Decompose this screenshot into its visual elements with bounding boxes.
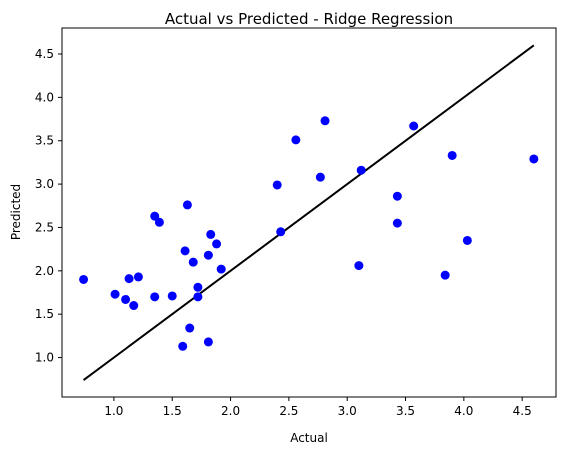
data-point [272,180,282,190]
y-tick-label: 4.0 [35,90,54,104]
plot-frame [61,27,557,398]
data-point [320,116,330,126]
data-point [188,257,198,267]
data-point [182,200,192,210]
x-tick-label: 4.5 [513,404,532,418]
data-point [79,274,89,284]
data-point [124,274,134,284]
data-point [193,292,203,302]
data-point [129,301,139,311]
y-tick-label: 3.5 [35,134,54,148]
data-point [154,217,164,227]
data-point [167,291,177,301]
data-point [193,282,203,292]
y-tick-label: 2.0 [35,264,54,278]
data-point [356,165,366,175]
x-tick-label: 3.0 [338,404,357,418]
data-point [133,272,143,282]
data-point [447,150,457,160]
data-point [440,270,450,280]
data-point [150,211,160,221]
data-point [216,264,226,274]
chart-title: Actual vs Predicted - Ridge Regression [165,10,453,28]
x-axis-label: Actual [290,431,328,445]
y-tick-label: 1.5 [35,307,54,321]
data-point [462,235,472,245]
fit-line [82,44,535,381]
data-point [291,135,301,145]
data-point [212,239,222,249]
x-tick-label: 2.5 [279,404,298,418]
y-axis-ticks: 1.0 1.5 2.0 2.5 3.0 3.5 4.0 4.5 [35,47,62,365]
data-point [354,261,364,271]
data-point [392,218,402,228]
x-tick-label: 4.0 [454,404,473,418]
x-tick-label: 3.5 [396,404,415,418]
data-point [150,292,160,302]
y-tick-label: 1.0 [35,351,54,365]
x-tick-label: 2.0 [221,404,240,418]
data-point [203,250,213,260]
data-point [178,341,188,351]
data-point [276,227,286,237]
data-point [392,191,402,201]
data-point [121,294,131,304]
data-point [185,323,195,333]
y-tick-label: 3.0 [35,177,54,191]
data-point [180,246,190,256]
x-tick-label: 1.5 [163,404,182,418]
data-point [529,154,539,164]
x-axis-ticks: 1.0 1.5 2.0 2.5 3.0 3.5 4.0 4.5 [104,397,532,418]
data-point [110,289,120,299]
data-point [206,229,216,239]
fit-line-layer [82,44,535,381]
y-axis-label: Predicted [9,184,23,240]
data-point [409,121,419,131]
x-tick-label: 1.0 [104,404,123,418]
data-point [315,172,325,182]
y-tick-label: 4.5 [35,47,54,61]
y-tick-label: 2.5 [35,220,54,234]
data-points [79,116,539,351]
data-point [203,337,213,347]
